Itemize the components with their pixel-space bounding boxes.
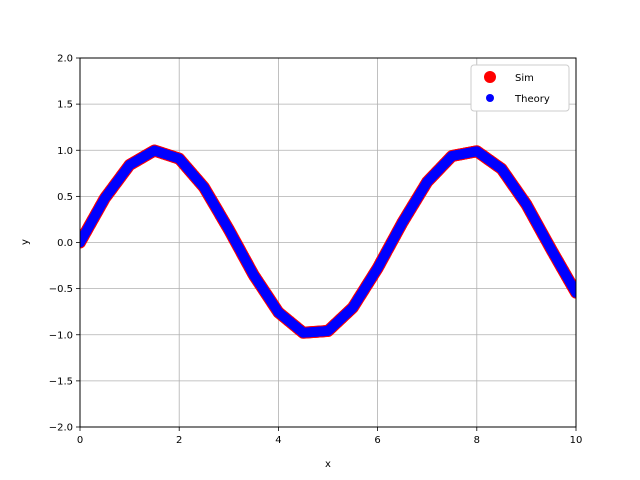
legend-sim-label: Sim (515, 73, 534, 84)
y-tick-label: −1.0 (49, 330, 73, 341)
axis-ticks: 0 2 4 6 8 10 −2.0 −1.5 −1.0 −0.5 0.0 0.5 1.0 1.5 2.0 (49, 54, 583, 447)
x-tick-label: 2 (176, 435, 182, 446)
y-tick-label: −1.5 (49, 376, 73, 387)
x-tick-label: 0 (77, 435, 83, 446)
y-axis-label: y (20, 239, 31, 245)
x-tick-label: 10 (570, 435, 583, 446)
y-tick-label: 0.5 (57, 192, 73, 203)
legend: Sim Theory (470, 64, 570, 112)
data-layer (80, 144, 576, 339)
x-axis-label: x (325, 459, 331, 470)
legend-theory-label: Theory (514, 94, 550, 105)
y-tick-label: 0.0 (57, 238, 73, 249)
legend-sim-marker (484, 71, 496, 83)
x-tick-label: 6 (374, 435, 380, 446)
y-tick-label: −2.0 (49, 423, 73, 434)
y-tick-label: 1.5 (57, 100, 73, 111)
theory-point (571, 287, 576, 298)
x-tick-label: 4 (275, 435, 281, 446)
y-tick-label: 1.0 (57, 146, 73, 157)
y-tick-label: 2.0 (57, 54, 73, 65)
y-tick-label: −0.5 (49, 284, 73, 295)
x-tick-label: 8 (474, 435, 480, 446)
legend-theory-marker (486, 94, 494, 102)
series-theory (80, 145, 576, 338)
